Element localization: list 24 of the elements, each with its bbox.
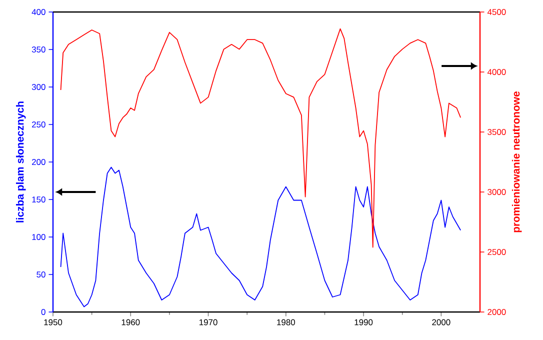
x-tick-label: 1950	[44, 319, 62, 326]
x-tick-label: 1970	[199, 319, 218, 326]
y2-tick-label: 2000	[488, 309, 506, 315]
x-tick-label: 1980	[277, 319, 295, 326]
x-tick-label: 2000	[432, 319, 450, 326]
y-tick-label: 150	[32, 196, 46, 202]
x-tick-label: 1960	[122, 319, 140, 326]
y-tick-label: 300	[32, 84, 46, 90]
y-axis-title: liczba plam słonecznych	[16, 102, 26, 222]
y2-tick-label: 3000	[488, 189, 506, 195]
y2-tick-label: 4000	[487, 69, 506, 75]
y-tick-label: 100	[32, 234, 46, 240]
y2-tick-label: 4500	[487, 9, 506, 15]
y2-tick-label: 2500	[488, 249, 506, 255]
y-tick-label: 350	[32, 46, 46, 52]
x-tick-label: 1990	[354, 319, 373, 326]
y-tick-label: 200	[32, 159, 46, 165]
y-tick-label: 50	[36, 272, 46, 278]
y-tick-label: 250	[32, 122, 46, 128]
y2-tick-label: 3500	[488, 129, 506, 135]
y-tick-label: 400	[32, 9, 46, 15]
y-tick-label: 0	[41, 309, 46, 315]
line-series	[60, 28, 462, 248]
y2-axis-title: promieniowanie neutronowe	[512, 91, 522, 232]
